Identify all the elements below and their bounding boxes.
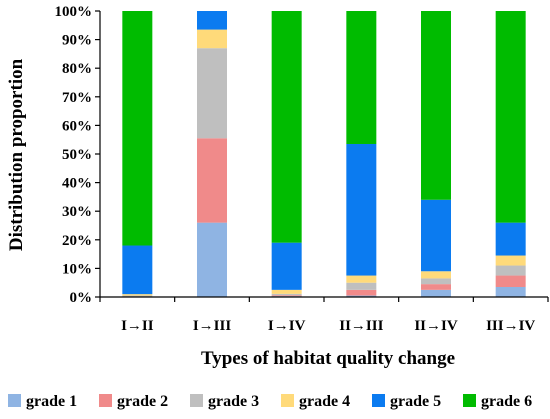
- x-tick-label: II→III: [339, 318, 383, 334]
- x-axis-title: Types of habitat quality change: [201, 348, 455, 369]
- y-tick-label: 100%: [55, 4, 93, 20]
- legend-label: grade 5: [390, 393, 441, 410]
- bar-segment-grade-3: [122, 295, 153, 297]
- bar-segment-grade-3: [346, 282, 377, 290]
- bar-segment-grade-6: [122, 11, 153, 246]
- y-tick-label: 50%: [62, 147, 92, 163]
- x-tick-label: I→III: [193, 318, 232, 334]
- bar-segment-grade-6: [421, 11, 451, 200]
- legend-swatch: [99, 394, 112, 407]
- legend-label: grade 3: [208, 393, 259, 410]
- bar-segment-grade-3: [271, 293, 302, 296]
- bar-segment-grade-6: [346, 11, 377, 144]
- bar-segment-grade-2: [346, 289, 377, 296]
- x-tick-label: I→IV: [268, 318, 306, 334]
- bar-segment-grade-6: [271, 11, 302, 243]
- y-tick-label: 70%: [62, 90, 92, 106]
- bar-segment-grade-4: [346, 275, 377, 283]
- x-tick-label: III→IV: [486, 318, 535, 334]
- bar-segment-grade-3: [197, 48, 227, 139]
- bar-segment-grade-4: [421, 271, 451, 279]
- bar-segment-grade-2: [421, 284, 451, 290]
- y-tick-label: 0%: [70, 290, 93, 306]
- y-tick-label: 60%: [62, 118, 92, 134]
- bar-segment-grade-5: [122, 245, 153, 295]
- bar-segment-grade-2: [197, 138, 227, 223]
- bar-segment-grade-3: [495, 265, 526, 276]
- bar-segment-grade-1: [421, 289, 451, 297]
- x-tick-label: II→IV: [414, 318, 458, 334]
- x-tick-label: I→II: [121, 318, 154, 334]
- y-tick-label: 40%: [62, 176, 92, 192]
- legend: grade 1 grade 2 grade 3 grade 4 grade 5 grade…: [8, 393, 532, 410]
- y-tick-label: 90%: [62, 33, 92, 49]
- legend-swatch: [190, 394, 203, 407]
- bar-segment-grade-4: [122, 294, 153, 296]
- legend-swatch: [281, 394, 294, 407]
- y-tick-label: 10%: [62, 261, 92, 277]
- bars-group: [122, 11, 526, 297]
- bar-segment-grade-5: [421, 199, 451, 272]
- legend-label: grade 2: [117, 393, 168, 410]
- y-tick-label: 30%: [62, 204, 92, 220]
- legend-label: grade 6: [481, 393, 532, 410]
- bar-segment-grade-5: [197, 11, 227, 30]
- bar-segment-grade-2: [271, 295, 302, 297]
- bar-segment-grade-1: [346, 295, 377, 297]
- bar-segment-grade-4: [495, 255, 526, 266]
- y-tick-label: 20%: [62, 233, 92, 249]
- legend-swatch: [8, 394, 21, 407]
- bar-segment-grade-5: [346, 143, 377, 276]
- y-tick-label: 80%: [62, 61, 92, 77]
- y-axis-ticks: 0% 10% 20% 30% 40% 50% 60% 70% 80% 90% 100%: [55, 4, 100, 306]
- legend-label: grade 1: [26, 393, 77, 410]
- bar-segment-grade-4: [271, 289, 302, 294]
- legend-swatch: [463, 394, 476, 407]
- x-axis-ticks: I→II I→III I→IV II→III II→IV III→IV: [99, 297, 549, 334]
- legend-swatch: [372, 394, 385, 407]
- bar-segment-grade-5: [271, 242, 302, 290]
- bar-segment-grade-3: [421, 278, 451, 285]
- bar-segment-grade-2: [495, 275, 526, 287]
- legend-label: grade 4: [299, 393, 350, 410]
- bar-segment-grade-1: [495, 286, 526, 297]
- bar-segment-grade-6: [495, 11, 526, 223]
- bar-segment-grade-4: [197, 29, 227, 49]
- y-axis-title: Distribution proportion: [6, 58, 27, 251]
- bar-segment-grade-1: [197, 222, 227, 297]
- bar-segment-grade-5: [495, 222, 526, 256]
